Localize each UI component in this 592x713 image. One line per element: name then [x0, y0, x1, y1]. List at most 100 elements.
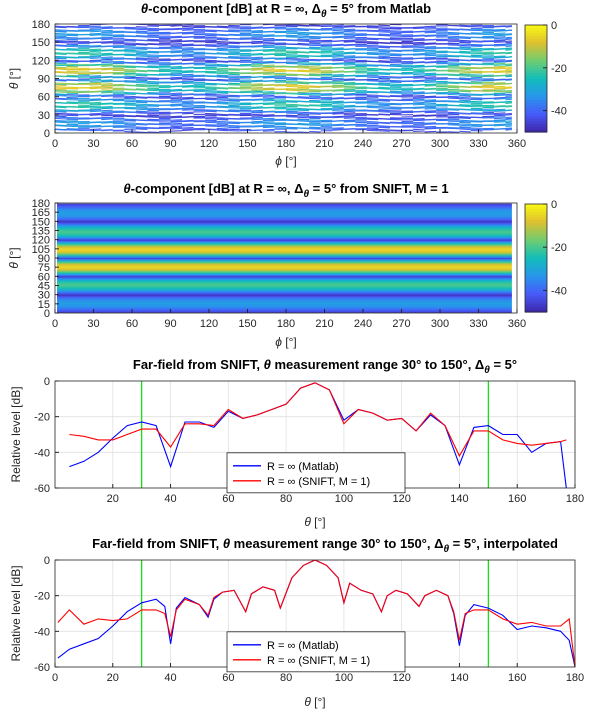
- contour-line: [170, 50, 183, 52]
- contour-line: [332, 31, 344, 33]
- contour-line: [170, 115, 183, 118]
- band: [57, 223, 512, 225]
- contour-line: [89, 60, 102, 62]
- contour-line: [251, 110, 263, 113]
- contour-line: [413, 52, 425, 55]
- contour-line: [459, 120, 471, 123]
- contour-line: [262, 94, 275, 97]
- contour-line: [89, 71, 102, 74]
- contour-line: [297, 65, 310, 67]
- contour-line: [494, 22, 506, 23]
- contour-line: [297, 35, 310, 38]
- contour-line: [378, 34, 390, 37]
- contour-line: [343, 66, 356, 69]
- x-tick-label: 30: [87, 318, 99, 330]
- contour-line: [332, 123, 344, 126]
- contour-line: [89, 34, 102, 36]
- contour-line: [182, 86, 194, 88]
- contour-line: [251, 113, 263, 116]
- contour-line: [216, 106, 229, 109]
- contour-line: [101, 109, 113, 112]
- contour-line: [424, 49, 437, 52]
- contour-line: [413, 46, 425, 49]
- contour-line: [378, 26, 390, 28]
- contour-line: [505, 67, 512, 69]
- contour-line: [216, 78, 229, 81]
- contour-line: [216, 79, 229, 82]
- y-tick-label: -40: [34, 447, 50, 459]
- contour-line: [89, 102, 102, 105]
- band: [57, 285, 512, 288]
- contour-line: [101, 54, 113, 56]
- band: [57, 242, 512, 245]
- contour-line: [251, 118, 263, 121]
- contour-line: [332, 89, 344, 91]
- contour-line: [55, 125, 67, 127]
- contour-line: [332, 109, 344, 112]
- contour-line: [493, 65, 506, 68]
- contour-line: [413, 106, 425, 108]
- contour-line: [251, 99, 263, 101]
- contour-line: [424, 43, 437, 45]
- contour-line: [297, 120, 310, 123]
- contour-line: [55, 87, 67, 90]
- band: [57, 284, 512, 286]
- contour-line: [378, 128, 390, 131]
- contour-line: [343, 39, 356, 42]
- contour-line: [55, 25, 67, 28]
- contour-line: [55, 26, 67, 28]
- colorbar-segment: [525, 206, 547, 210]
- contour-line: [216, 118, 229, 121]
- contour-line: [251, 79, 263, 82]
- colorbar-segment: [525, 94, 547, 98]
- contour-line: [170, 65, 183, 68]
- x-tick-label: 20: [107, 493, 119, 505]
- contour-line: [493, 56, 506, 59]
- contour-line: [101, 68, 113, 71]
- contour-line: [262, 84, 275, 86]
- colorbar-segment: [525, 293, 547, 297]
- contour-line: [332, 102, 344, 105]
- contour-line: [332, 73, 344, 76]
- contour-line: [55, 78, 67, 81]
- contour-line: [55, 29, 67, 31]
- contour-line: [332, 36, 344, 39]
- contour-line: [170, 125, 183, 128]
- contour-line: [251, 106, 263, 108]
- contour-line: [505, 59, 512, 62]
- contour-line: [332, 80, 344, 82]
- contour-line: [251, 53, 263, 55]
- contour-line: [413, 66, 425, 68]
- contour-line: [216, 40, 229, 43]
- contour-line: [182, 55, 194, 58]
- contour-line: [55, 71, 67, 74]
- contour-line: [297, 107, 310, 110]
- contour-line: [424, 45, 437, 48]
- x-axis-label: ϕ [°]: [275, 335, 297, 349]
- contour-line: [505, 64, 512, 67]
- contour-line: [493, 96, 506, 99]
- colorbar-segment: [525, 295, 547, 300]
- contour-line: [459, 44, 471, 47]
- x-tick-label: 300: [431, 138, 449, 150]
- x-tick-label: 80: [280, 493, 292, 505]
- contour-line: [378, 49, 390, 51]
- contour-line: [493, 64, 506, 66]
- contour-line: [413, 124, 425, 126]
- contour-line: [262, 92, 275, 94]
- contour-line: [170, 58, 183, 61]
- x-tick-label: 180: [566, 672, 584, 684]
- colorbar-segment: [525, 249, 547, 254]
- contour-line: [216, 91, 229, 94]
- contour-line: [378, 72, 390, 74]
- contour-line: [262, 26, 275, 29]
- contour-line: [493, 112, 506, 114]
- contour-line: [89, 86, 102, 88]
- contour-line: [459, 46, 471, 48]
- contour-line: [89, 121, 102, 124]
- band: [57, 207, 512, 209]
- contour-line: [505, 63, 512, 65]
- band: [57, 290, 512, 293]
- contour-line: [424, 61, 437, 64]
- contour-line: [332, 62, 344, 65]
